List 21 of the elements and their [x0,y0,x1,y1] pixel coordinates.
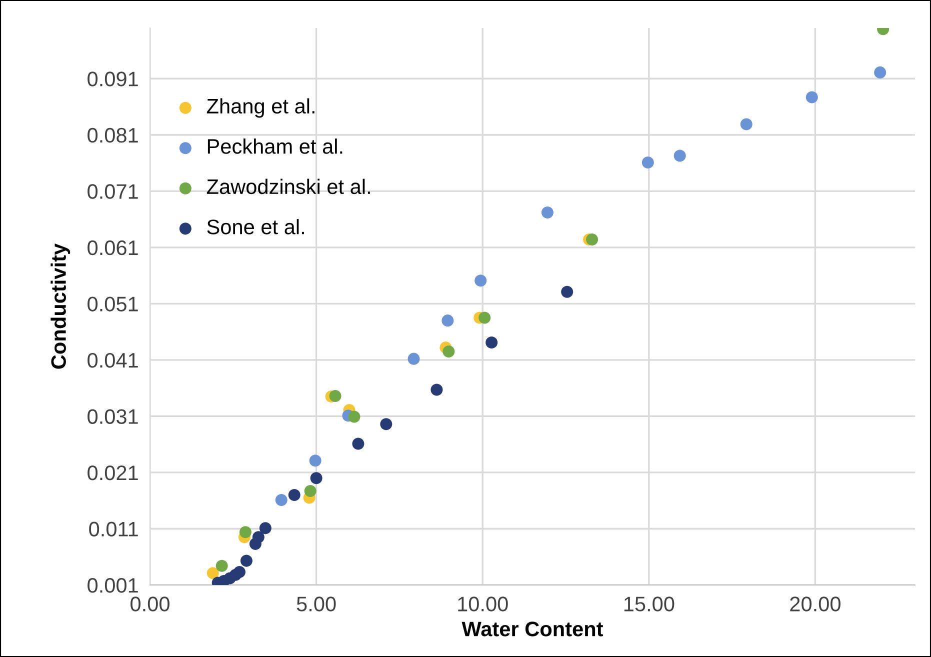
y-tick-label: 0.071 [88,184,138,199]
y-tick-label: 0.081 [88,128,138,143]
legend-label: Zhang et al. [206,98,314,118]
x-tick-label: 5.00 [296,596,336,612]
y-tick-label: 0.021 [88,465,138,480]
y-tick-label: 0.001 [88,578,138,593]
y-tick-label: 0.041 [88,352,138,368]
y-axis-title: Conductivity [50,244,70,369]
x-tick-label: 10.00 [458,596,508,612]
y-tick-label: 0.091 [88,72,138,86]
y-tick-label: 0.031 [88,409,138,424]
legend-label: Zawodzinski et al. [206,178,370,194]
x-tick-label: 0.00 [130,596,170,612]
legend-label: Sone et al. [207,219,304,234]
x-tick-label: 15.00 [624,596,674,612]
y-tick-label: 0.011 [89,522,138,536]
x-tick-label: 20.00 [790,596,840,612]
y-tick-label: 0.051 [88,296,138,312]
y-tick-label: 0.061 [88,240,138,256]
legend-label: Peckham et al. [208,138,342,154]
x-axis-title: Water Content [462,622,604,636]
